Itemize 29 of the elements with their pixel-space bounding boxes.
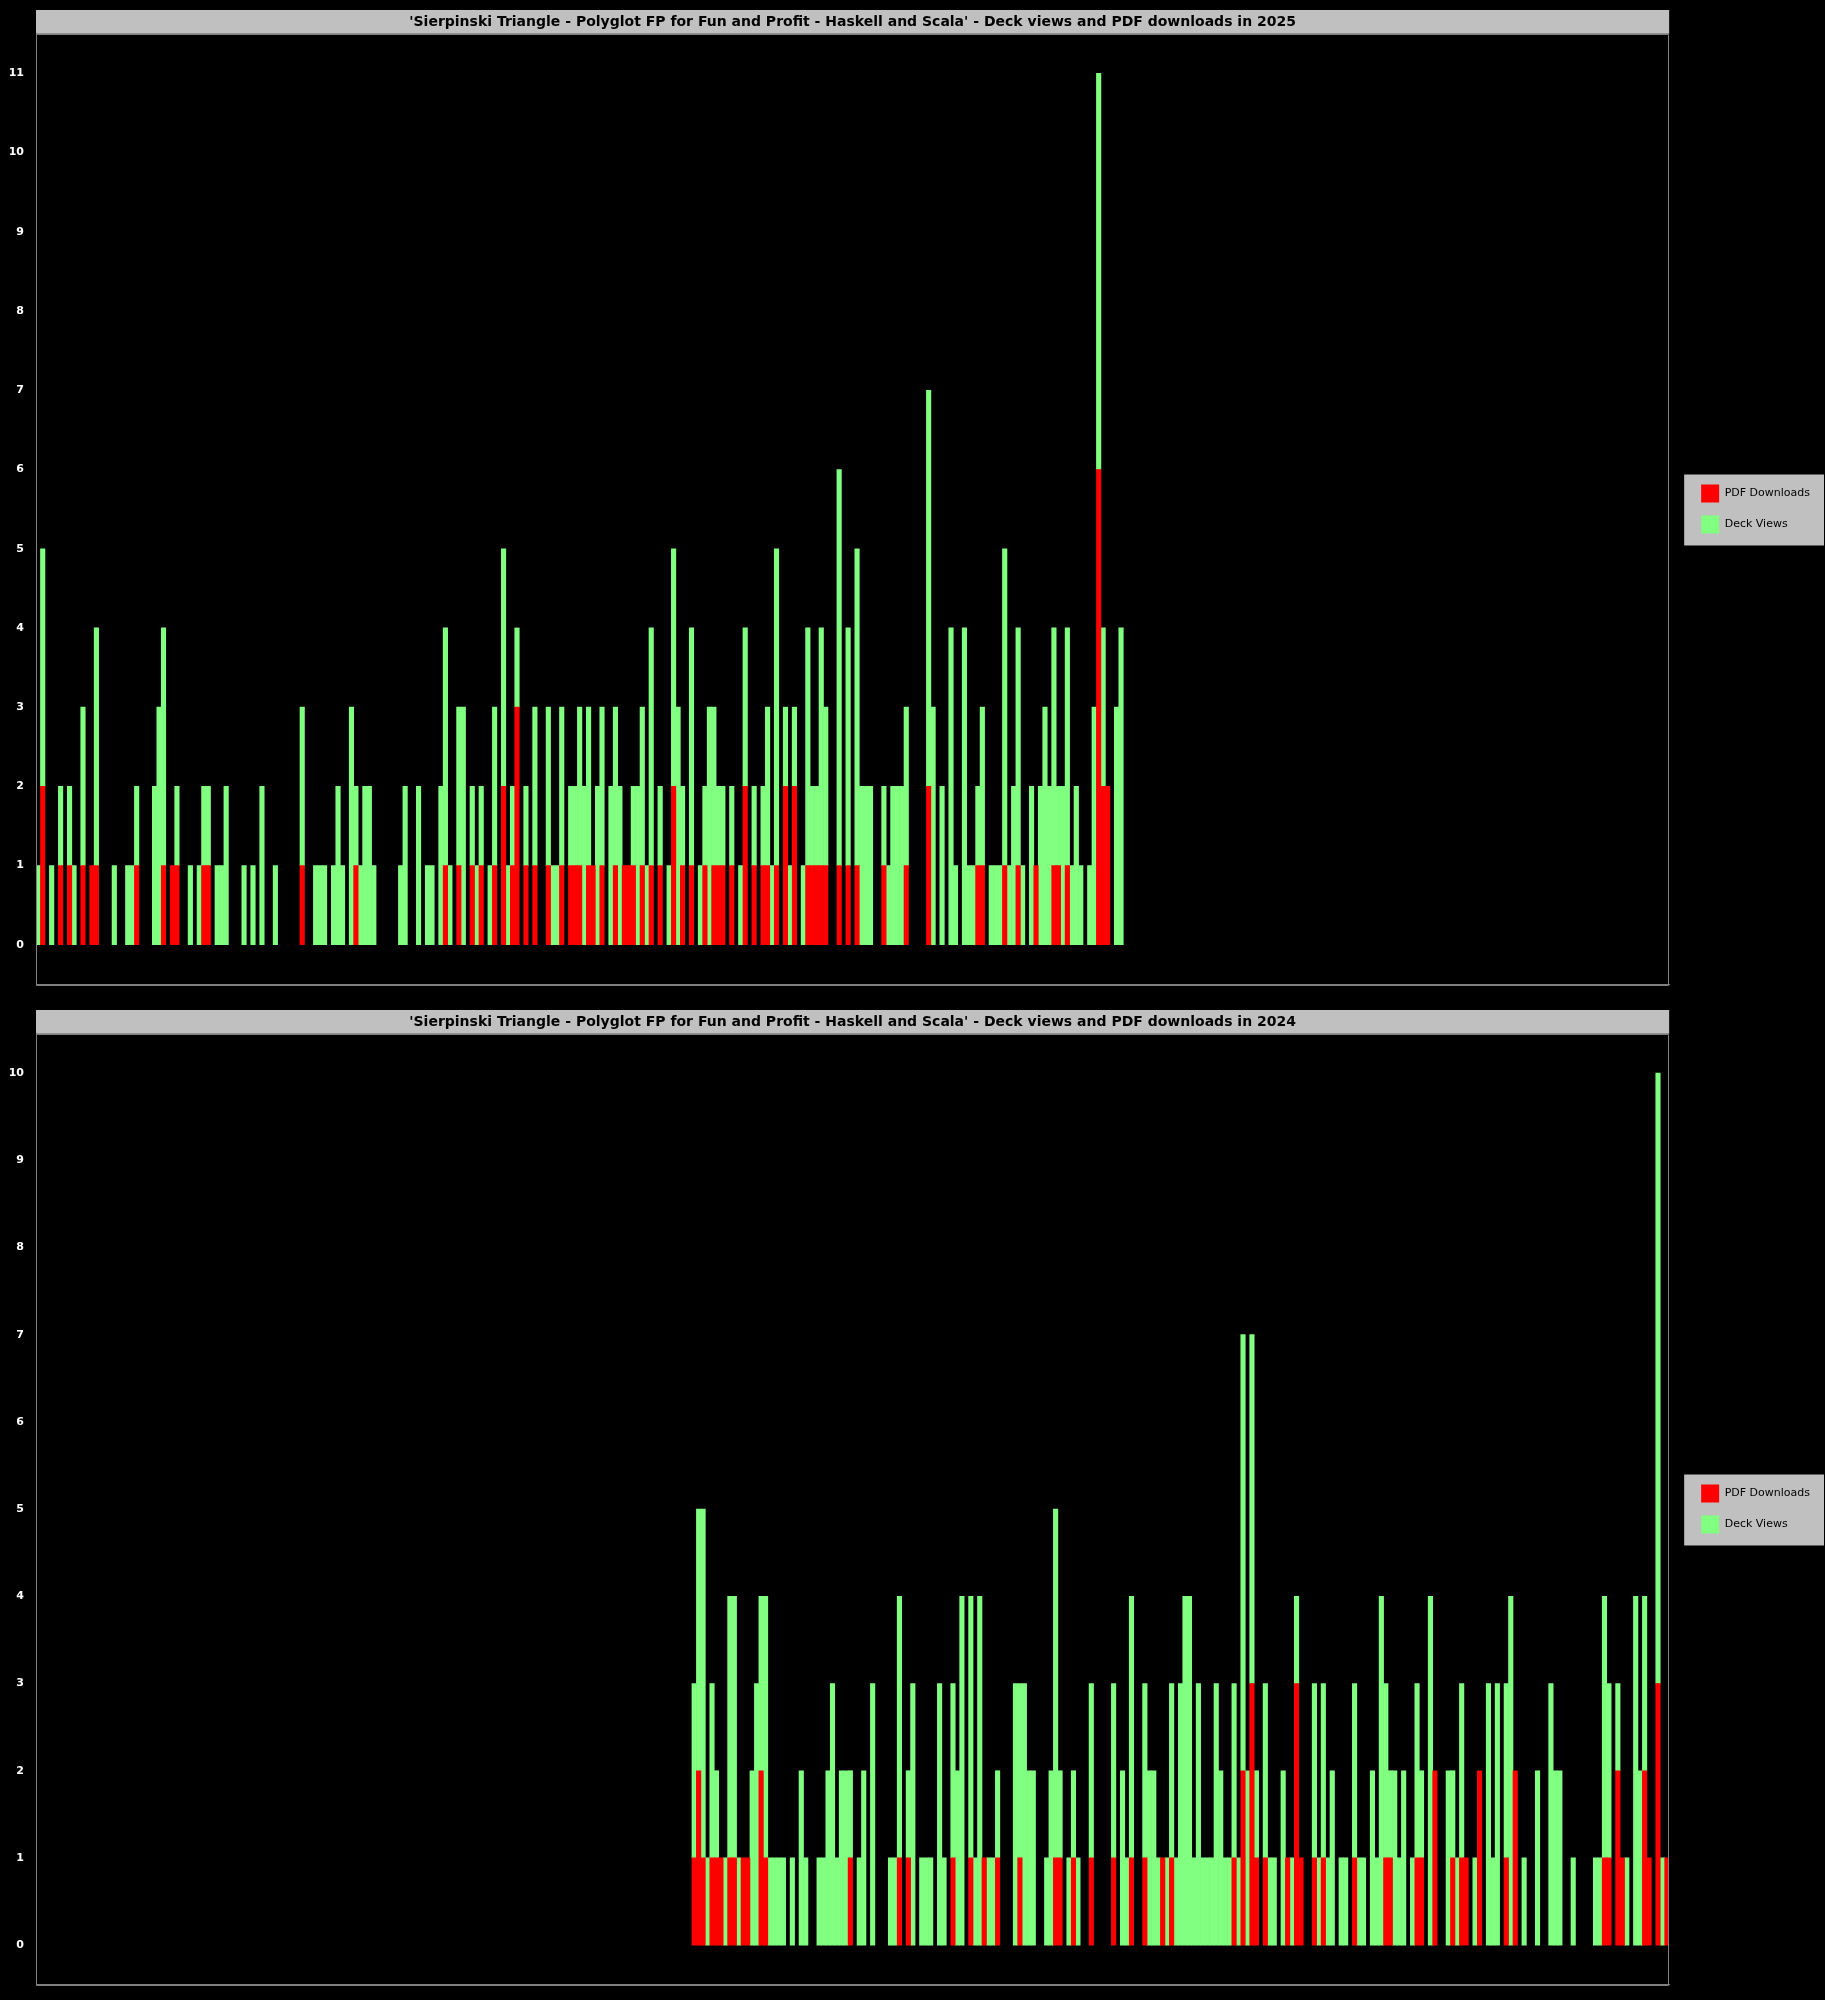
y-tick-label: 5 xyxy=(16,541,24,555)
y-tick-label: 10 xyxy=(8,1065,25,1079)
legend-label: PDF Downloads xyxy=(1724,1486,1811,1500)
y-tick-label: 0 xyxy=(16,937,25,951)
y-tick-label: 9 xyxy=(16,1153,24,1167)
y-tick-label: 5 xyxy=(16,1501,24,1515)
y-tick-label: 3 xyxy=(16,700,24,713)
legend-label: Deck Views xyxy=(1724,1517,1788,1531)
y-tick-label: 11 xyxy=(8,66,24,80)
legend-label: PDF Downloads xyxy=(1724,486,1811,500)
y-tick-label: 1 xyxy=(16,1850,24,1864)
y-tick-label: 10 xyxy=(8,145,25,159)
y-tick-label: 8 xyxy=(16,303,24,317)
y-tick-label: 7 xyxy=(16,1327,24,1341)
y-tick-label: 2 xyxy=(16,779,24,793)
chart-title: 'Sierpinski Triangle - Polyglot FP for Fun and Profit - Haskell and Scala' - Deck views and PDF downloads in 2025 xyxy=(409,12,1296,29)
y-tick-label: 8 xyxy=(16,1240,24,1254)
legend-label: Deck Views xyxy=(1724,517,1788,531)
chart-title: 'Sierpinski Triangle - Polyglot FP for Fun and Profit - Haskell and Scala' - Deck views and PDF downloads in 2024 xyxy=(409,1012,1297,1029)
y-tick-label: 0 xyxy=(16,1938,25,1952)
y-tick-label: 4 xyxy=(16,1589,25,1603)
y-tick-label: 6 xyxy=(16,1414,25,1428)
y-tick-label: 1 xyxy=(16,858,24,872)
y-tick-label: 2 xyxy=(16,1763,24,1777)
y-tick-label: 7 xyxy=(16,383,24,397)
y-tick-label: 6 xyxy=(16,462,25,476)
y-tick-label: 4 xyxy=(16,620,25,634)
y-tick-label: 3 xyxy=(16,1676,24,1690)
y-tick-label: 9 xyxy=(16,224,24,238)
